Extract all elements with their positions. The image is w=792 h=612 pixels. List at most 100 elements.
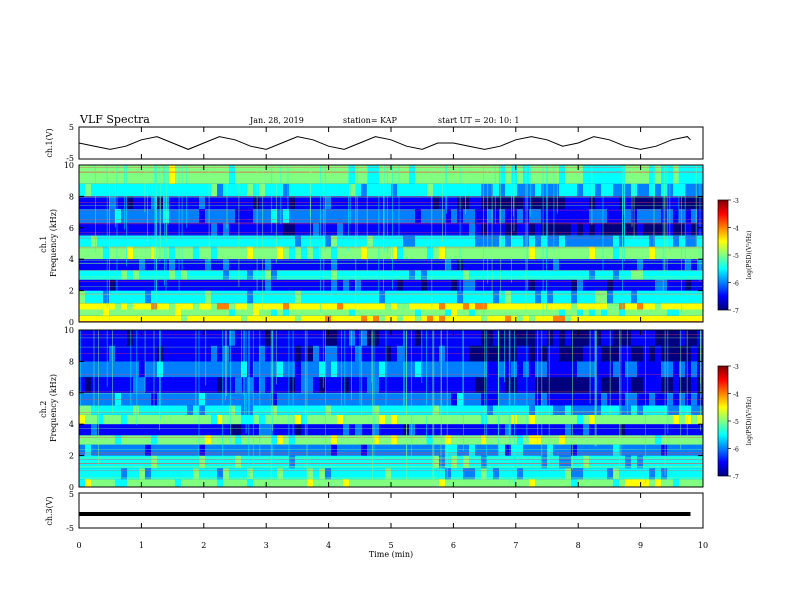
spectrogram-cell — [583, 315, 589, 322]
spectrogram-cell — [367, 235, 373, 247]
spectrogram-cell — [541, 223, 547, 236]
spectrogram-cell — [115, 315, 121, 322]
spectrogram-cell — [127, 183, 133, 197]
spectrogram-cell — [379, 424, 385, 436]
spectrogram-cell — [205, 223, 211, 236]
spectrogram-cell — [469, 183, 475, 197]
spectrogram-cell — [337, 361, 343, 378]
spectrogram-cell — [241, 270, 247, 280]
spectrogram-cell — [493, 303, 499, 310]
spectrogram-cell — [583, 414, 589, 425]
spectrogram-cell — [103, 424, 109, 436]
spectrogram-cell — [577, 361, 583, 378]
spectrogram-cell — [349, 270, 355, 280]
spectrogram-cell — [265, 246, 271, 260]
spectrogram-cell — [301, 468, 307, 480]
spectrogram-cell — [643, 246, 649, 260]
spectrogram-cell — [79, 405, 85, 415]
spectrogram-cell — [661, 303, 667, 310]
spectrogram-cell — [85, 246, 91, 260]
spectrogram-cell — [133, 435, 139, 445]
spectrogram-cell — [469, 309, 475, 316]
spectrogram-cell — [187, 468, 193, 480]
spectrogram-cell — [505, 235, 511, 247]
spectrogram-cell — [385, 479, 391, 487]
spectrogram-cell — [649, 303, 655, 310]
spectrogram-cell — [481, 435, 487, 445]
spectrogram-cell — [241, 235, 247, 247]
spectrogram-cell — [571, 444, 577, 456]
spectrogram-cell — [439, 270, 445, 280]
spectrogram-cell — [259, 361, 265, 378]
x-tick-label: 2 — [201, 541, 206, 550]
spectrogram-cell — [499, 279, 505, 291]
spectrogram-cell — [295, 209, 301, 224]
spectrogram-cell — [553, 259, 559, 271]
spectrogram-cell — [433, 183, 439, 197]
spectrogram-cell — [673, 315, 679, 322]
spectrogram-cell — [661, 235, 667, 247]
spectrogram-cell — [193, 270, 199, 280]
spectrogram-cell — [427, 246, 433, 260]
spectrogram-cell — [595, 279, 601, 291]
ch2-ylabel-line2: Frequency (kHz) — [49, 374, 58, 442]
spectrogram-cell — [259, 246, 265, 260]
spectrogram-cell — [85, 290, 91, 304]
spectrogram-cell — [385, 435, 391, 445]
spectrogram-cell — [283, 414, 289, 425]
spectrogram-cell — [571, 405, 577, 415]
spectrogram-cell — [481, 479, 487, 487]
spectrogram-cell — [307, 405, 313, 415]
spectrogram-cell — [247, 377, 253, 393]
spectrogram-cell — [445, 183, 451, 197]
spectrogram-cell — [133, 303, 139, 310]
spectrogram-cell — [631, 270, 637, 280]
spectrogram-cell — [295, 315, 301, 322]
spectrogram-cell — [571, 235, 577, 247]
spectrogram-cell — [265, 165, 271, 184]
spectrogram-cell — [487, 424, 493, 436]
spectrogram-cell — [655, 270, 661, 280]
spectrogram-cell — [643, 309, 649, 316]
spectrogram-cell — [331, 183, 337, 197]
spectrogram-cell — [163, 444, 169, 456]
spectrogram-cell — [121, 209, 127, 224]
spectrogram-cell — [385, 303, 391, 310]
spectrogram-cell — [355, 315, 361, 322]
spectrogram-cell — [577, 223, 583, 236]
spectrogram-cell — [271, 259, 277, 271]
spectrogram-cell — [301, 290, 307, 304]
spectrogram-cell — [277, 377, 283, 393]
spectrogram-cell — [325, 361, 331, 378]
spectrogram-cell — [241, 259, 247, 271]
spectrogram-cell — [145, 468, 151, 480]
spectrogram-cell — [577, 377, 583, 393]
spectrogram-cell — [271, 377, 277, 393]
spectrogram-cell — [469, 223, 475, 236]
spectrogram-cell — [415, 235, 421, 247]
spectrogram-cell — [139, 235, 145, 247]
spectrogram-cell — [559, 361, 565, 378]
spectrogram-cell — [583, 309, 589, 316]
spectrogram-cell — [697, 290, 703, 304]
spectrogram-cell — [439, 303, 445, 310]
spectrogram-cell — [691, 183, 697, 197]
spectrogram-cell — [85, 235, 91, 247]
spectrogram-cell — [505, 279, 511, 291]
spectrogram-cell — [661, 183, 667, 197]
spectrogram-cell — [577, 414, 583, 425]
spectrogram-cell — [661, 290, 667, 304]
spectrogram-cell — [193, 468, 199, 480]
spectrogram-cell — [103, 361, 109, 378]
spectrogram-cell — [91, 309, 97, 316]
spectrogram-cell — [367, 315, 373, 322]
spectrogram-cell — [571, 424, 577, 436]
spectrogram-cell — [553, 209, 559, 224]
spectrogram-cell — [445, 270, 451, 280]
spectrogram-cell — [475, 303, 481, 310]
spectrogram-cell — [547, 444, 553, 456]
spectrogram-cell — [211, 279, 217, 291]
spectrogram-cell — [469, 435, 475, 445]
spectrogram-cell — [379, 209, 385, 224]
spectrogram-cell — [319, 223, 325, 236]
